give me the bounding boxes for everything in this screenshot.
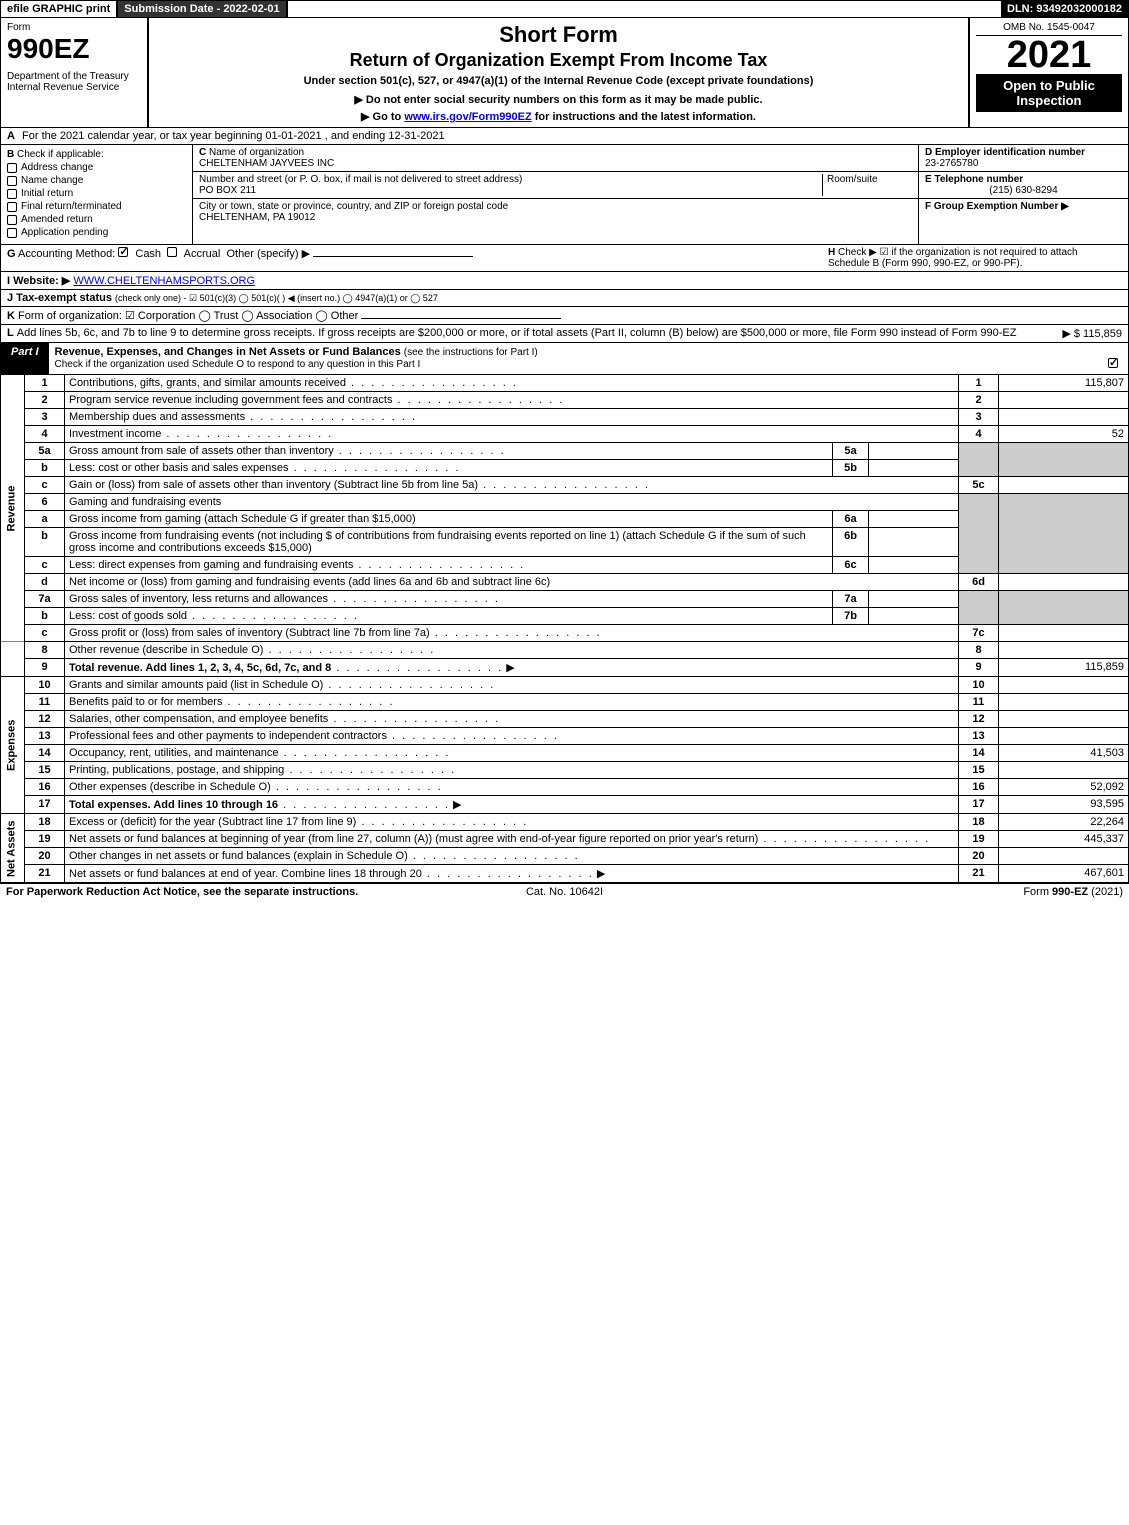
check-final-return[interactable]: Final return/terminated bbox=[7, 201, 186, 212]
part1-title: Revenue, Expenses, and Changes in Net As… bbox=[49, 343, 1128, 374]
row-J: J Tax-exempt status (check only one) - ☑… bbox=[0, 290, 1129, 307]
row-K: K Form of organization: ☑ Corporation ◯ … bbox=[0, 307, 1129, 325]
label-B: B bbox=[7, 149, 14, 160]
website-link[interactable]: WWW.CHELTENHAMSPORTS.ORG bbox=[73, 275, 255, 287]
row-L: L Add lines 5b, 6c, and 7b to line 9 to … bbox=[0, 325, 1129, 343]
check-name-change[interactable]: Name change bbox=[7, 175, 186, 186]
label-K: K bbox=[7, 310, 15, 322]
col-C: C Name of organization CHELTENHAM JAYVEE… bbox=[193, 145, 918, 244]
side-revenue: Revenue bbox=[1, 375, 25, 642]
top-bar: efile GRAPHIC print Submission Date - 20… bbox=[0, 0, 1129, 18]
text-A: For the 2021 calendar year, or tax year … bbox=[22, 130, 445, 142]
info-block: B Check if applicable: Address change Na… bbox=[0, 145, 1129, 245]
form-number: 990EZ bbox=[7, 33, 141, 65]
form-header: Form 990EZ Department of the Treasury In… bbox=[0, 18, 1129, 128]
text-K: Form of organization: ☑ Corporation ◯ Tr… bbox=[18, 310, 358, 322]
label-E: E Telephone number bbox=[925, 174, 1023, 185]
side-expenses: Expenses bbox=[1, 677, 25, 814]
arrow-icon: ▶ bbox=[506, 661, 514, 674]
row-I: I Website: ▶ WWW.CHELTENHAMSPORTS.ORG bbox=[0, 272, 1129, 290]
subtitle-goto: ▶ Go to www.irs.gov/Form990EZ for instru… bbox=[155, 110, 962, 123]
city-label: City or town, state or province, country… bbox=[199, 201, 508, 212]
subtitle-ssn: ▶ Do not enter social security numbers o… bbox=[155, 93, 962, 106]
check-initial-return[interactable]: Initial return bbox=[7, 188, 186, 199]
spacer bbox=[288, 7, 1001, 11]
check-application-pending[interactable]: Application pending bbox=[7, 227, 186, 238]
check-schedule-o[interactable] bbox=[1108, 358, 1118, 368]
check-accrual[interactable] bbox=[167, 247, 177, 257]
org-name: CHELTENHAM JAYVEES INC bbox=[199, 158, 334, 169]
header-center: Short Form Return of Organization Exempt… bbox=[149, 18, 968, 127]
arrow-icon: ▶ bbox=[597, 867, 605, 880]
goto-pre: ▶ Go to bbox=[361, 111, 404, 123]
subtitle-section: Under section 501(c), 527, or 4947(a)(1)… bbox=[155, 75, 962, 87]
city-value: CHELTENHAM, PA 19012 bbox=[199, 212, 315, 223]
row-A: A For the 2021 calendar year, or tax yea… bbox=[0, 128, 1129, 145]
text-G: Accounting Method: bbox=[18, 248, 115, 260]
label-L: L bbox=[7, 327, 14, 340]
dln-label: DLN: 93492032000182 bbox=[1001, 1, 1128, 17]
page-footer: For Paperwork Reduction Act Notice, see … bbox=[0, 883, 1129, 900]
check-address-change[interactable]: Address change bbox=[7, 162, 186, 173]
text-L: Add lines 5b, 6c, and 7b to line 9 to de… bbox=[17, 327, 1063, 340]
label-F: F Group Exemption Number ▶ bbox=[925, 201, 1069, 212]
arrow-icon: ▶ bbox=[453, 798, 461, 811]
street-value: PO BOX 211 bbox=[199, 185, 256, 196]
amt-L: ▶ $ 115,859 bbox=[1062, 327, 1122, 340]
efile-label[interactable]: efile GRAPHIC print bbox=[1, 1, 118, 17]
title-return: Return of Organization Exempt From Incom… bbox=[155, 50, 962, 71]
text-H: Check ▶ ☑ if the organization is not req… bbox=[828, 247, 1078, 269]
tax-year: 2021 bbox=[976, 36, 1122, 74]
dept-label: Department of the Treasury Internal Reve… bbox=[7, 71, 141, 93]
col-DEF: D Employer identification number 23-2765… bbox=[918, 145, 1128, 244]
footer-mid: Cat. No. 10642I bbox=[378, 886, 750, 898]
label-C: C bbox=[199, 147, 206, 158]
label-J: J Tax-exempt status bbox=[7, 292, 112, 304]
row-GH: G Accounting Method: Cash Accrual Other … bbox=[0, 245, 1129, 272]
label-D: D Employer identification number bbox=[925, 147, 1085, 158]
ein-value: 23-2765780 bbox=[925, 158, 978, 169]
street-label: Number and street (or P. O. box, if mail… bbox=[199, 174, 522, 185]
label-I: I Website: ▶ bbox=[7, 275, 70, 287]
lines-table: Revenue 1Contributions, gifts, grants, a… bbox=[0, 375, 1129, 883]
label-G: G bbox=[7, 248, 16, 260]
col-B: B Check if applicable: Address change Na… bbox=[1, 145, 193, 244]
room-suite: Room/suite bbox=[822, 174, 912, 196]
name-label: Name of organization bbox=[209, 147, 304, 158]
label-A: A bbox=[7, 130, 15, 142]
check-amended-return[interactable]: Amended return bbox=[7, 214, 186, 225]
title-shortform: Short Form bbox=[155, 22, 962, 48]
text-B: Check if applicable: bbox=[17, 149, 104, 160]
submission-date: Submission Date - 2022-02-01 bbox=[118, 1, 287, 17]
text-J: (check only one) - ☑ 501(c)(3) ◯ 501(c)(… bbox=[115, 293, 438, 303]
check-cash[interactable] bbox=[118, 247, 128, 257]
goto-post: for instructions and the latest informat… bbox=[532, 111, 756, 123]
irs-link[interactable]: www.irs.gov/Form990EZ bbox=[404, 111, 531, 123]
footer-left: For Paperwork Reduction Act Notice, see … bbox=[6, 886, 358, 898]
phone-value: (215) 630-8294 bbox=[925, 185, 1122, 196]
form-word: Form bbox=[7, 22, 141, 33]
open-inspection: Open to Public Inspection bbox=[976, 74, 1122, 112]
other-specify: Other (specify) ▶ bbox=[226, 248, 310, 260]
side-netassets: Net Assets bbox=[1, 814, 25, 883]
label-H: H bbox=[828, 247, 835, 258]
part1-bar: Part I Revenue, Expenses, and Changes in… bbox=[0, 343, 1129, 375]
header-left: Form 990EZ Department of the Treasury In… bbox=[1, 18, 149, 127]
part1-tab: Part I bbox=[1, 343, 49, 374]
header-right: OMB No. 1545-0047 2021 Open to Public In… bbox=[968, 18, 1128, 127]
footer-right: Form 990-EZ (2021) bbox=[751, 886, 1123, 898]
